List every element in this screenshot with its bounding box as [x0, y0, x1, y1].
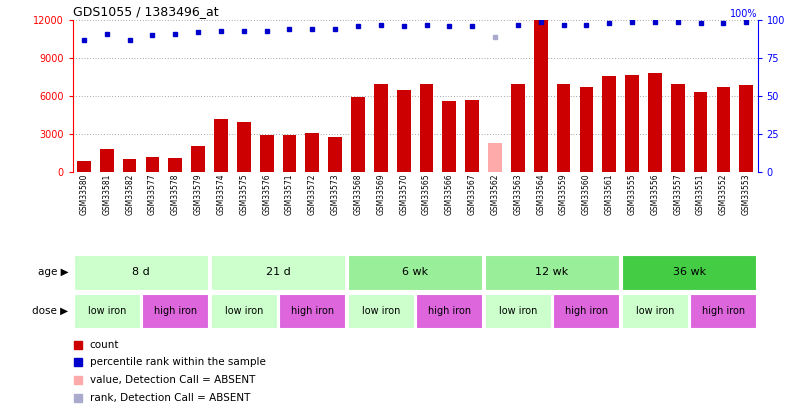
Bar: [77, 161, 91, 172]
Bar: [557, 83, 571, 172]
Text: 12 wk: 12 wk: [535, 267, 569, 277]
Text: 100%: 100%: [730, 9, 758, 19]
Text: age ▶: age ▶: [38, 267, 69, 277]
Text: rank, Detection Call = ABSENT: rank, Detection Call = ABSENT: [89, 392, 250, 403]
Bar: [214, 119, 228, 172]
Text: value, Detection Call = ABSENT: value, Detection Call = ABSENT: [89, 375, 255, 385]
Bar: [671, 83, 684, 172]
Bar: [621, 294, 688, 328]
Text: high iron: high iron: [565, 306, 608, 316]
Text: low iron: low iron: [88, 306, 126, 316]
Text: low iron: low iron: [636, 306, 674, 316]
Text: low iron: low iron: [362, 306, 400, 316]
Text: 21 d: 21 d: [266, 267, 290, 277]
Bar: [347, 294, 414, 328]
Bar: [484, 255, 620, 290]
Text: high iron: high iron: [291, 306, 334, 316]
Text: high iron: high iron: [428, 306, 471, 316]
Bar: [465, 100, 479, 172]
Bar: [739, 85, 753, 172]
Text: high iron: high iron: [154, 306, 197, 316]
Text: low iron: low iron: [225, 306, 263, 316]
Bar: [717, 87, 730, 172]
Bar: [305, 133, 319, 172]
Bar: [142, 294, 209, 328]
Text: 36 wk: 36 wk: [672, 267, 706, 277]
Bar: [73, 255, 209, 290]
Bar: [237, 122, 251, 172]
Bar: [347, 255, 483, 290]
Bar: [534, 20, 547, 172]
Bar: [351, 98, 365, 172]
Bar: [100, 149, 114, 172]
Bar: [484, 294, 551, 328]
Bar: [420, 83, 434, 172]
Text: GDS1055 / 1383496_at: GDS1055 / 1383496_at: [73, 5, 218, 18]
Bar: [580, 87, 593, 172]
Bar: [648, 73, 662, 172]
Bar: [442, 101, 456, 172]
Bar: [283, 135, 297, 172]
Bar: [146, 157, 160, 172]
Bar: [602, 76, 616, 172]
Bar: [625, 75, 639, 172]
Bar: [210, 294, 277, 328]
Text: 6 wk: 6 wk: [402, 267, 428, 277]
Text: dose ▶: dose ▶: [32, 306, 69, 316]
Bar: [621, 255, 757, 290]
Bar: [279, 294, 346, 328]
Bar: [73, 294, 140, 328]
Bar: [511, 83, 525, 172]
Bar: [416, 294, 483, 328]
Bar: [123, 159, 136, 172]
Text: count: count: [89, 340, 119, 350]
Bar: [328, 137, 342, 172]
Bar: [191, 145, 205, 172]
Text: percentile rank within the sample: percentile rank within the sample: [89, 357, 265, 367]
Bar: [397, 90, 410, 172]
Bar: [694, 92, 708, 172]
Text: low iron: low iron: [499, 306, 537, 316]
Bar: [553, 294, 620, 328]
Bar: [488, 143, 502, 172]
Bar: [374, 83, 388, 172]
Bar: [168, 158, 182, 172]
Bar: [260, 135, 273, 172]
Bar: [690, 294, 757, 328]
Text: high iron: high iron: [702, 306, 745, 316]
Bar: [210, 255, 346, 290]
Text: 8 d: 8 d: [132, 267, 150, 277]
